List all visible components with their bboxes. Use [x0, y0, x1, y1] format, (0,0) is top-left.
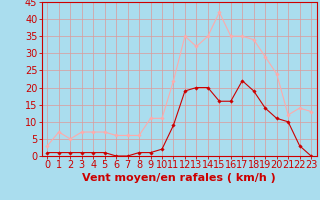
X-axis label: Vent moyen/en rafales ( km/h ): Vent moyen/en rafales ( km/h ): [82, 173, 276, 183]
